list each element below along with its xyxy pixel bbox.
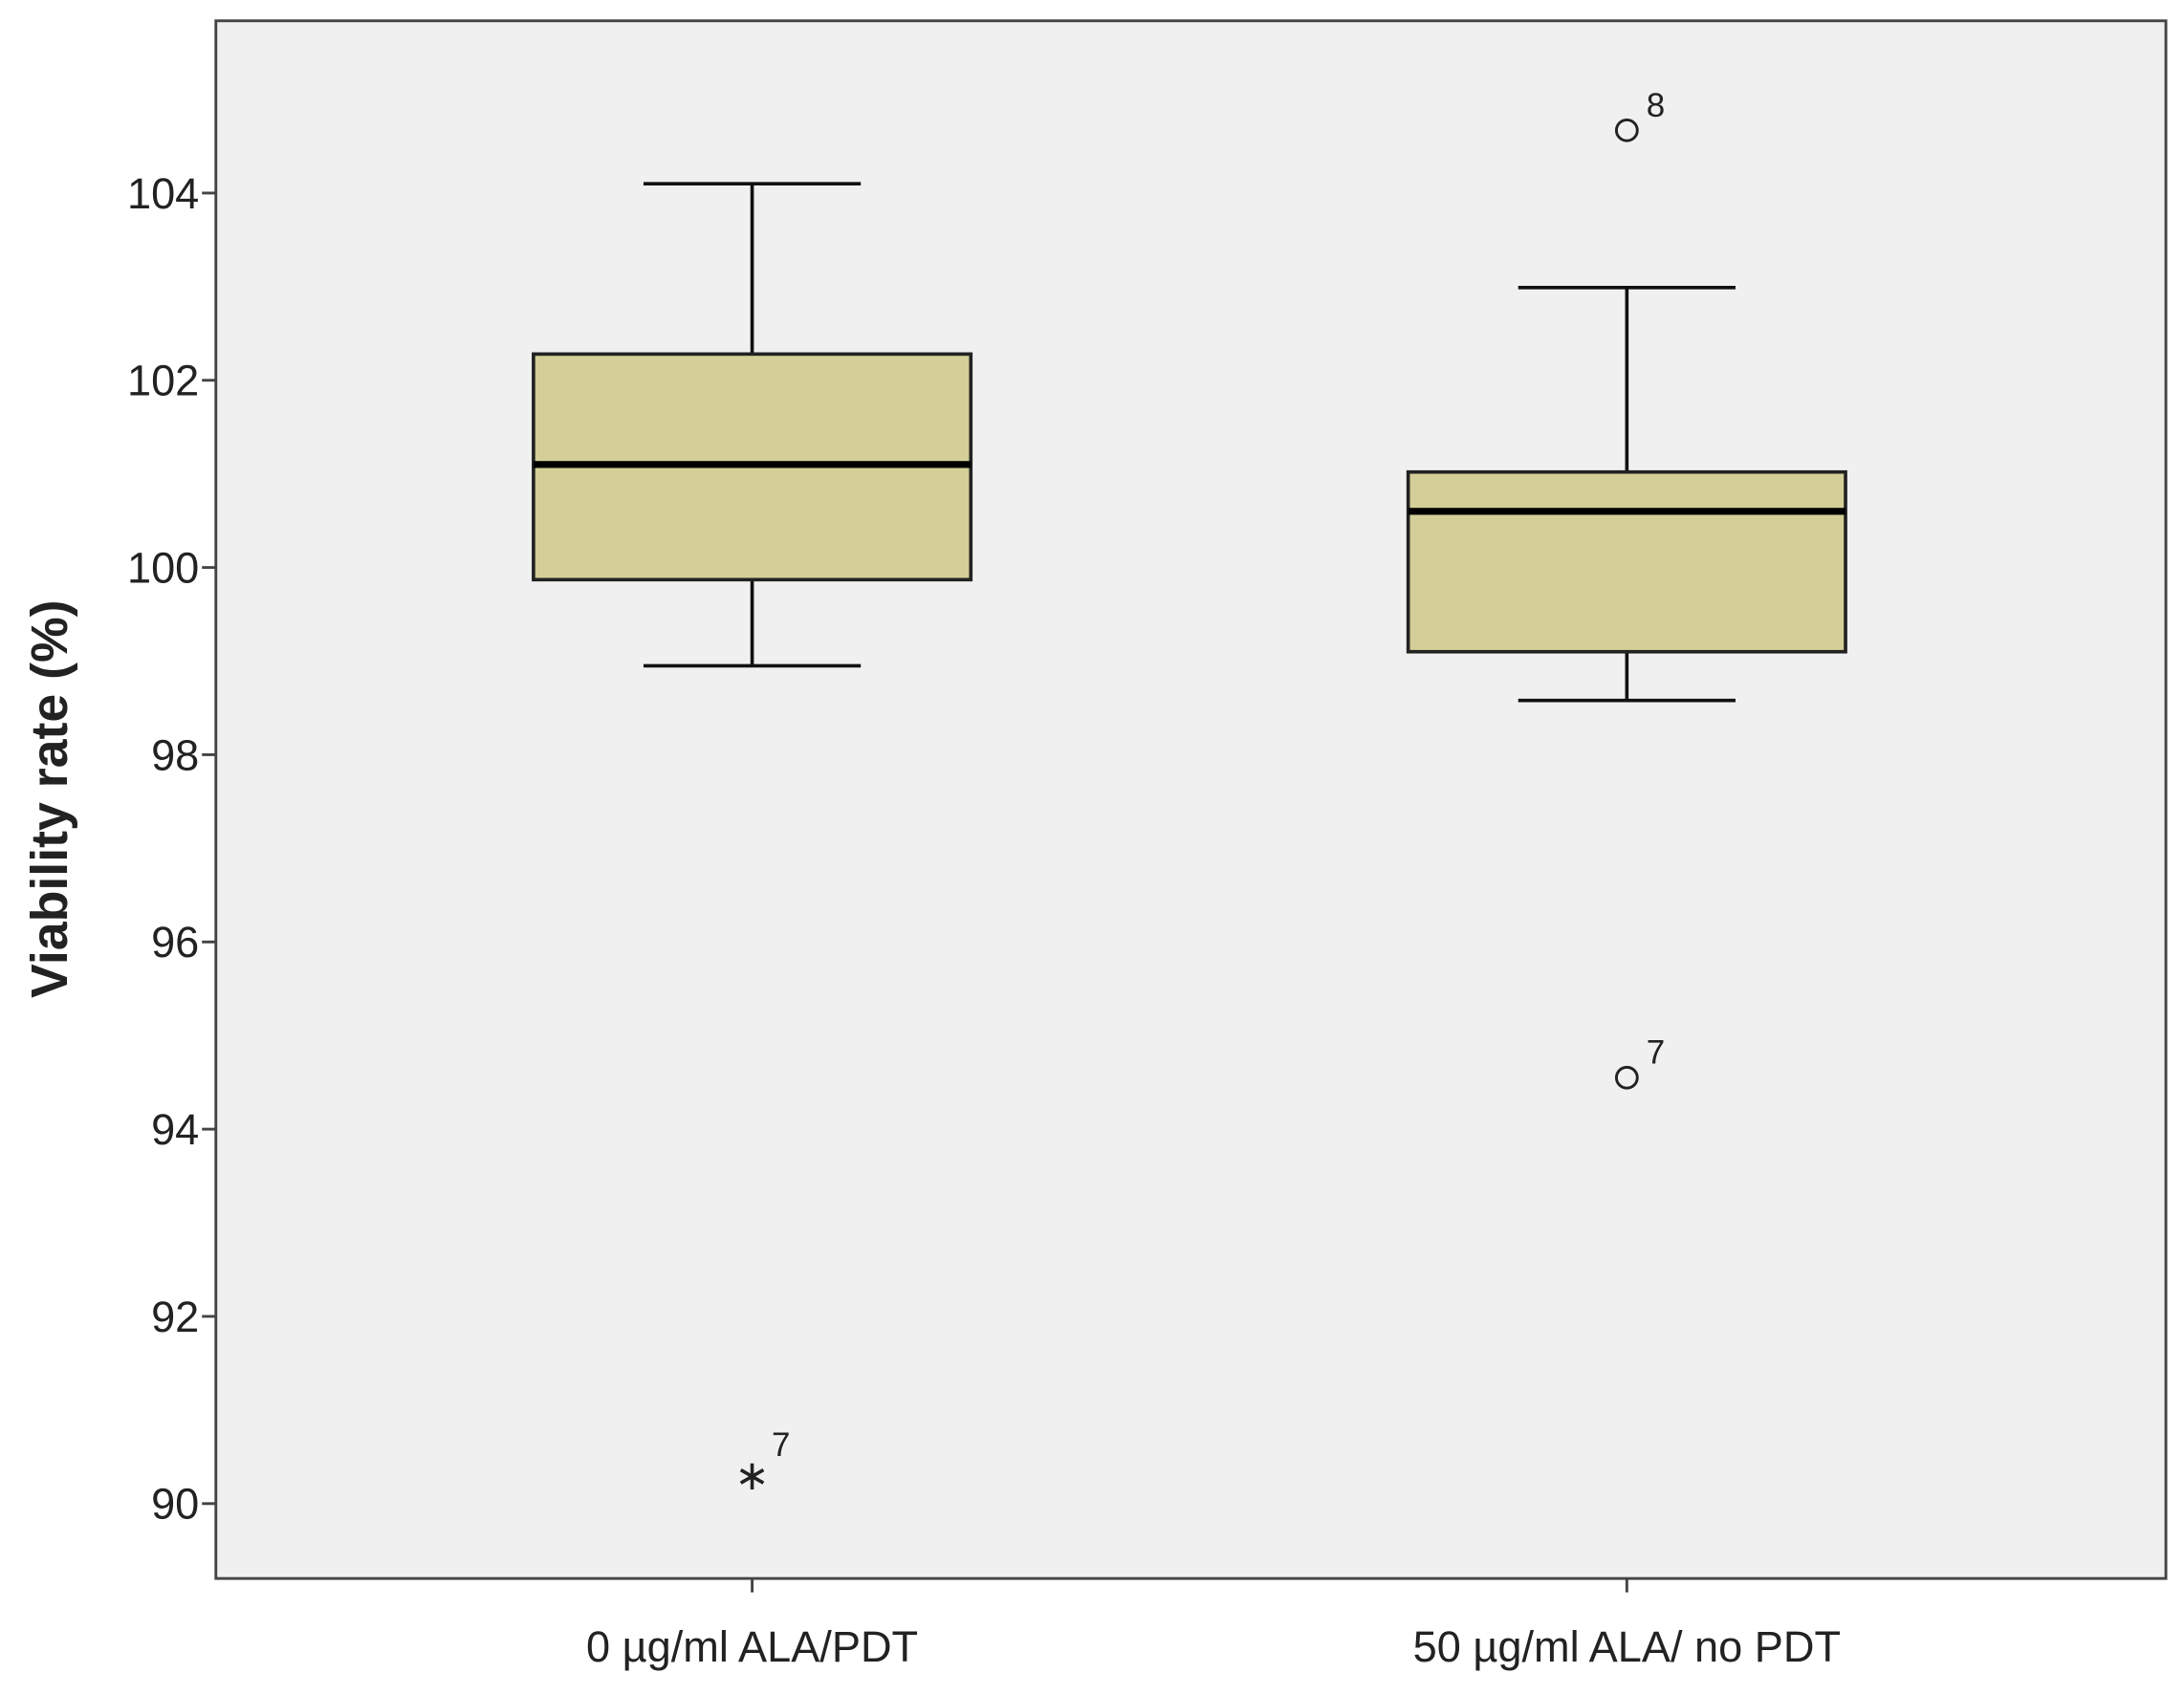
outlier-label: 7 [772,1426,790,1464]
outlier-label: 7 [1647,1034,1665,1072]
y-tick-label: 94 [151,1105,199,1154]
plot-area [214,19,2168,1580]
outlier-label: 8 [1647,87,1665,124]
x-tick-label: 0 µg/ml ALA/PDT [586,1622,918,1671]
y-tick-label: 92 [151,1293,199,1341]
y-tick-label: 98 [151,730,199,779]
outlier-extreme: ∗ [734,1453,770,1499]
y-axis-label: Viability rate (%) [21,599,78,998]
outlier [1614,118,1639,142]
y-tick-label: 96 [151,918,199,967]
y-tick-label: 102 [127,357,199,405]
outlier [1614,1065,1639,1090]
y-tick-label: 100 [127,544,199,593]
box [1406,469,1847,654]
y-tick-label: 90 [151,1480,199,1529]
x-tick-label: 50 µg/ml ALA/ no PDT [1413,1622,1841,1671]
y-tick-label: 104 [127,169,199,218]
